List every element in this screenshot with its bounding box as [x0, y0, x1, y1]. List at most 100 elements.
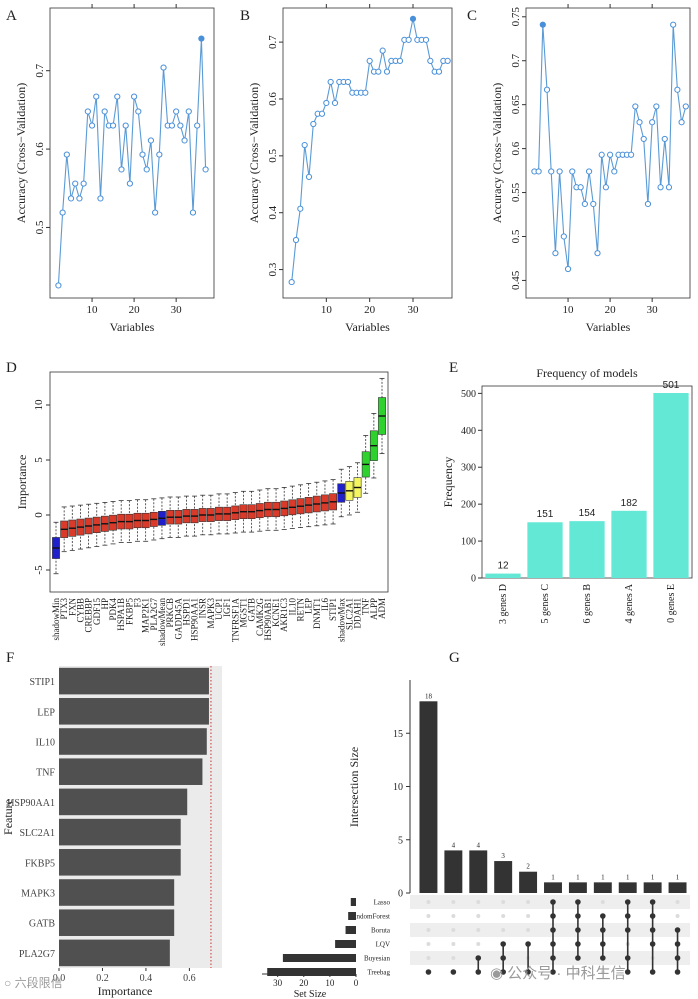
matrix-dot-filled — [575, 899, 581, 905]
set-size-bar — [345, 926, 356, 934]
data-point — [375, 68, 382, 75]
matrix-dot-empty — [501, 914, 506, 918]
data-point — [331, 99, 339, 107]
data-point — [598, 151, 605, 158]
y-tick-label: 5 — [398, 835, 403, 846]
watermark-right-text: 公众号 · 中科生信 — [507, 965, 626, 982]
series-line — [534, 24, 687, 270]
y-tick-label: 0 — [33, 512, 45, 518]
data-point — [644, 200, 652, 208]
data-point — [543, 86, 551, 93]
x-tick-label: 0.4 — [140, 973, 153, 984]
matrix-dot-empty — [675, 914, 680, 918]
data-point — [76, 195, 83, 202]
x-tick-label: PTX3 — [59, 598, 69, 620]
data-point — [366, 57, 373, 64]
intersection-bar — [568, 882, 587, 893]
x-tick-label: PDK4 — [108, 598, 118, 621]
matrix-dot-filled — [575, 927, 581, 933]
x-tick-label: 20 — [129, 304, 141, 316]
data-point — [59, 209, 66, 216]
intersection-bar — [643, 882, 662, 893]
x-tick-label: 30 — [408, 304, 420, 316]
matrix-dot-filled — [500, 969, 506, 975]
y-tick-label: LEP — [37, 707, 55, 718]
intersection-bar — [618, 882, 637, 893]
matrix-dot-filled — [575, 941, 581, 947]
y-tick-label: 200 — [461, 500, 476, 511]
matrix-dot-filled — [500, 955, 506, 961]
y-tick-label: 0.6 — [510, 141, 522, 155]
matrix-dot-empty — [451, 942, 456, 946]
intersection-bar — [668, 882, 687, 893]
data-point — [84, 108, 91, 115]
intersection-bar — [494, 861, 513, 893]
data-point — [131, 93, 138, 100]
matrix-dot-filled — [575, 913, 581, 919]
matrix-dot-filled — [450, 969, 457, 975]
y-tick-label: 0.45 — [510, 270, 522, 290]
data-label: 151 — [537, 509, 554, 520]
data-point — [653, 103, 660, 110]
x-tick-label: MAP2K1 — [141, 598, 151, 633]
matrix-dot-empty — [600, 970, 605, 974]
wechat-icon: ◉ — [490, 965, 504, 982]
intersection-label: 1 — [551, 873, 555, 881]
data-point — [678, 119, 685, 126]
matrix-dot-filled — [674, 955, 681, 961]
data-point — [310, 120, 317, 128]
x-tick-label: shadowMax — [336, 598, 346, 642]
data-point — [632, 103, 639, 110]
y-axis-label: Intersection Size — [347, 747, 361, 827]
matrix-dot-empty — [426, 942, 431, 946]
data-point — [152, 209, 159, 216]
intersection-bar — [419, 701, 438, 893]
bar-fkbp5 — [59, 849, 181, 876]
matrix-dot-filled — [525, 969, 531, 975]
data-point — [194, 122, 201, 129]
y-tick-label: 10 — [393, 782, 403, 793]
y-tick-label: 0.4 — [267, 205, 279, 219]
matrix-dot-empty — [426, 900, 431, 904]
set-label: Lasso — [374, 899, 391, 907]
matrix-dot-empty — [501, 928, 506, 932]
intersection-label: 3 — [501, 852, 505, 860]
panel-label-e: E — [449, 360, 458, 376]
matrix-stripe — [410, 923, 690, 937]
x-tick-label: ALPP — [369, 598, 379, 620]
bar-3-genes-d — [485, 573, 521, 578]
intersection-label: 1 — [676, 873, 680, 881]
bar-mapk3 — [59, 879, 175, 906]
panel-a: 10 20 30 0.5 0.6 0.7 Variables Accuracy (Cross−… — [14, 4, 215, 334]
bar-slc2a1 — [59, 818, 181, 846]
matrix-dot-filled — [649, 927, 656, 933]
data-point — [185, 108, 192, 115]
x-tick-label: 30 — [171, 304, 183, 316]
data-point — [590, 200, 597, 208]
x-tick-label: FKBP5 — [124, 598, 134, 626]
intersection-bar — [593, 882, 612, 893]
matrix-dot-filled — [674, 969, 681, 975]
x-tick-label: LEP — [304, 598, 314, 614]
bar-pla2g7 — [59, 939, 170, 967]
set-size-tick-label: 0 — [354, 978, 359, 988]
data-point — [318, 110, 326, 117]
bar-tnf — [59, 758, 203, 785]
x-tick-label: 10 — [87, 304, 99, 316]
bar-0-genes-e — [653, 393, 689, 578]
matrix-dot-empty — [476, 942, 481, 946]
panel-b: 10 20 30 0.3 0.4 0.5 0.6 0.7 Variables Accuracy (… — [247, 4, 453, 334]
y-axis-label: Accuracy (Cross−Validation) — [490, 83, 504, 223]
data-point — [383, 68, 391, 75]
x-tick-label: RETN — [296, 598, 306, 622]
intersection-label: 1 — [576, 873, 580, 881]
y-tick-label: 0.7 — [34, 63, 46, 77]
matrix-dot-filled — [649, 969, 656, 975]
intersection-bar — [544, 882, 562, 893]
plot-frame — [282, 7, 453, 299]
y-tick-label: 10 — [33, 399, 45, 411]
best-point — [409, 15, 417, 22]
data-point — [177, 122, 184, 129]
data-point — [301, 141, 308, 149]
data-point — [202, 166, 209, 173]
